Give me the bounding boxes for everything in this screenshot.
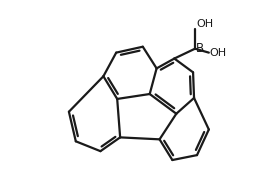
- Text: B: B: [196, 42, 204, 55]
- Text: OH: OH: [210, 48, 227, 58]
- Text: OH: OH: [196, 19, 213, 29]
